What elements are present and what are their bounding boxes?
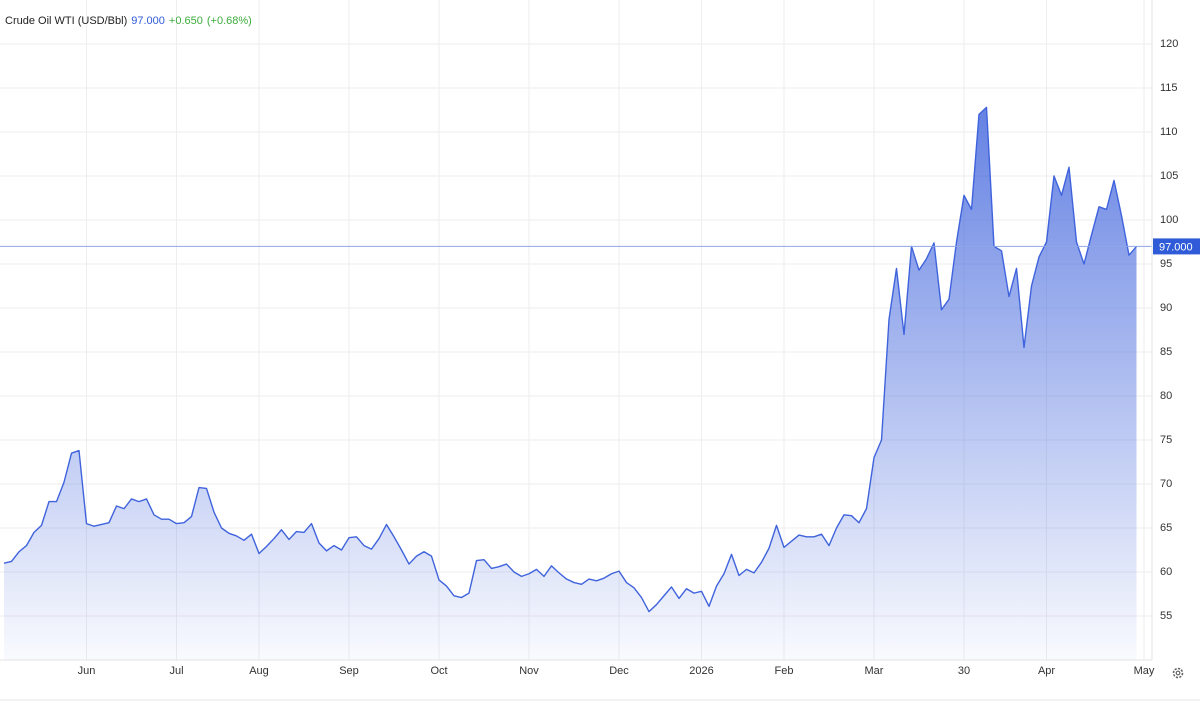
x-tick-label: Nov <box>519 665 539 677</box>
gear-hub <box>1175 670 1181 676</box>
x-tick-label: Dec <box>609 665 629 677</box>
last-price-tag-label: 97.000 <box>1159 241 1193 253</box>
x-tick-label: May <box>1134 665 1155 677</box>
y-tick-label: 80 <box>1160 390 1172 402</box>
header: Crude Oil WTI (USD/Bbl) 97.000 +0.650 (+0.6… <box>5 15 256 27</box>
x-tick-label: Mar <box>865 665 884 677</box>
change-pct: (+0.68%) <box>206 15 252 27</box>
gear <box>1172 667 1184 679</box>
settings-icon[interactable] <box>1172 667 1184 679</box>
x-tick-label: Sep <box>339 665 359 677</box>
x-tick-label: 2026 <box>689 665 713 677</box>
y-tick-label: 120 <box>1160 38 1178 50</box>
x-tick-label: Aug <box>249 665 269 677</box>
x-tick-label: Jul <box>169 665 183 677</box>
price-line <box>3 106 1138 613</box>
last-price: 97.000 <box>131 15 165 27</box>
last-price-tag <box>1153 238 1200 255</box>
x-tick-label: Apr <box>1038 665 1055 677</box>
change: +0.650 <box>168 15 203 27</box>
x-tick-label: 30 <box>958 665 970 677</box>
y-tick-label: 70 <box>1160 478 1172 490</box>
y-tick-label: 100 <box>1160 214 1178 226</box>
y-tick-label: 85 <box>1160 346 1172 358</box>
y-tick-label: 55 <box>1160 610 1172 622</box>
y-tick-label: 60 <box>1160 566 1172 578</box>
y-tick-label: 110 <box>1160 126 1178 138</box>
y-tick-label: 95 <box>1160 258 1172 270</box>
y-tick-label: 115 <box>1160 82 1178 94</box>
y-tick-label: 75 <box>1160 434 1172 446</box>
y-tick-label: 65 <box>1160 522 1172 534</box>
x-tick-label: Feb <box>775 665 794 677</box>
x-tick-label: Oct <box>430 665 447 677</box>
title: Crude Oil WTI (USD/Bbl) <box>5 15 128 27</box>
area-fill <box>4 107 1137 661</box>
x-tick-label: Jun <box>78 665 96 677</box>
y-tick-label: 105 <box>1160 170 1178 182</box>
y-tick-label: 90 <box>1160 302 1172 314</box>
